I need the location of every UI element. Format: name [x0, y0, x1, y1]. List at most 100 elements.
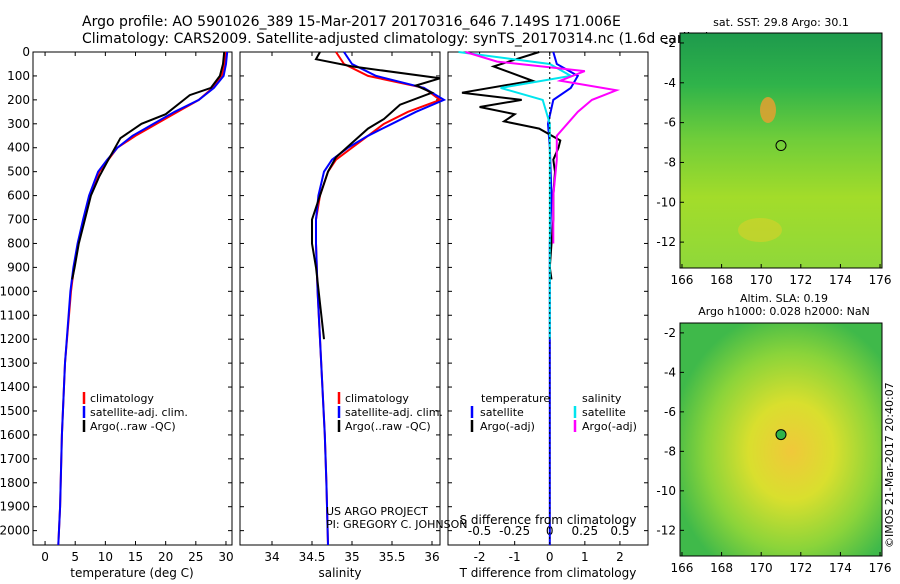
- s-tick-label: -0.25: [499, 524, 530, 538]
- y-tick-label: -10: [656, 484, 676, 498]
- y-tick-label: 500: [7, 165, 30, 179]
- x-tick-label: 35.5: [379, 550, 406, 564]
- legend-label-temp-satellite: satellite: [480, 406, 524, 419]
- x-tick-label: 166: [671, 273, 694, 287]
- legend-label-argo: Argo(..raw -QC): [345, 420, 431, 433]
- difference-panel-frame: [447, 51, 649, 546]
- x-tick-label: 166: [671, 561, 694, 575]
- header-line1: Argo profile: AO 5901026_389 15-Mar-2017…: [82, 14, 621, 30]
- difference-top-xlabel: S difference from climatology: [460, 513, 637, 527]
- x-tick-label: 36: [424, 550, 439, 564]
- salinity-axis-ticks: 34 34.5 35 35.5 36: [240, 51, 440, 564]
- x-tick-label: 168: [710, 561, 733, 575]
- y-tick-label: -2: [664, 36, 676, 50]
- difference-xlabel: T difference from climatology: [459, 566, 637, 580]
- x-tick-label: 30: [218, 550, 233, 564]
- sla-map-title-2: Argo h1000: 0.028 h2000: NaN: [698, 305, 870, 318]
- x-tick-label: 174: [829, 561, 852, 575]
- y-tick-label: -2: [664, 326, 676, 340]
- credit-project: US ARGO PROJECT: [326, 505, 428, 518]
- y-tick-label: 700: [7, 213, 30, 227]
- y-tick-label: 600: [7, 189, 30, 203]
- sla-map-title-1: Altim. SLA: 0.19: [740, 292, 828, 305]
- sst-map-title: sat. SST: 29.8 Argo: 30.1: [713, 16, 849, 29]
- y-tick-label: -12: [656, 235, 676, 249]
- x-tick-label: 176: [869, 273, 892, 287]
- legend-label-satellite: satellite-adj. clim.: [345, 406, 443, 419]
- series-line-temperature-satellite: [546, 51, 580, 545]
- argo-position-marker: [775, 429, 787, 441]
- x-tick-label: 174: [829, 273, 852, 287]
- y-tick-label: 0: [22, 45, 30, 59]
- legend-label-sal-satellite: satellite: [582, 406, 626, 419]
- y-tick-label: 1200: [0, 332, 30, 346]
- series-line-salinity-argo-adj-: [465, 51, 621, 244]
- x-tick-label: 170: [750, 273, 773, 287]
- difference-legend: temperature salinity satellite Argo(-adj…: [470, 392, 637, 433]
- series-line-salinity-satellite: [458, 51, 574, 340]
- x-tick-label: 10: [98, 550, 113, 564]
- y-tick-label: 300: [7, 117, 30, 131]
- y-tick-label: -8: [664, 155, 676, 169]
- x-tick-label: 1: [581, 550, 589, 564]
- credit-pi: PI: GREGORY C. JOHNSON: [326, 518, 467, 531]
- salinity-lines: [311, 51, 447, 546]
- y-tick-label: 1000: [0, 284, 30, 298]
- y-tick-label: 1600: [0, 428, 30, 442]
- legend-header-temperature: temperature: [481, 392, 550, 405]
- legend-label-satellite: satellite-adj. clim.: [90, 406, 188, 419]
- x-tick-label: -1: [509, 550, 521, 564]
- x-tick-label: 15: [128, 550, 143, 564]
- x-tick-label: 176: [869, 561, 892, 575]
- x-tick-label: 172: [789, 561, 812, 575]
- sst-warm-patch: [760, 97, 776, 123]
- sst-map-ticks: 166 168 170 172 174 176 -2 -4 -6 -8 -10 -12: [656, 36, 891, 287]
- legend-label-climatology: climatology: [90, 392, 154, 405]
- y-tick-label: 800: [7, 236, 30, 250]
- y-tick-label: 1500: [0, 404, 30, 418]
- y-tick-label: -4: [664, 76, 676, 90]
- temperature-lines: [57, 51, 229, 546]
- y-tick-label: 100: [7, 69, 30, 83]
- legend-label-argo: Argo(..raw -QC): [90, 420, 176, 433]
- s-tick-label: 0.5: [610, 524, 629, 538]
- x-tick-label: 20: [158, 550, 173, 564]
- difference-lines: [458, 51, 621, 545]
- x-tick-label: 170: [750, 561, 773, 575]
- sla-map-ticks: 166 168 170 172 174 176 -2 -4 -6 -8 -10 -12: [656, 326, 891, 575]
- y-tick-label: 200: [7, 93, 30, 107]
- x-tick-label: 5: [71, 550, 79, 564]
- argo-position-marker: [775, 140, 787, 152]
- y-tick-label: -4: [664, 365, 676, 379]
- salinity-legend: climatology satellite-adj. clim. Argo(..…: [337, 392, 443, 433]
- s-tick-label: -0.5: [468, 524, 491, 538]
- x-tick-label: 0: [41, 550, 49, 564]
- legend-header-salinity: salinity: [582, 392, 622, 405]
- temperature-panel-frame: [32, 51, 233, 546]
- header-line2: Climatology: CARS2009. Satellite-adjuste…: [82, 31, 710, 47]
- y-tick-label: 900: [7, 260, 30, 274]
- series-line-climatology: [315, 51, 443, 546]
- y-tick-label: 1400: [0, 380, 30, 394]
- legend-label-temp-argo: Argo(-adj): [480, 420, 535, 433]
- x-tick-label: 34.5: [299, 550, 326, 564]
- x-tick-label: 172: [789, 273, 812, 287]
- y-tick-label: -12: [656, 523, 676, 537]
- y-tick-label: -10: [656, 195, 676, 209]
- y-tick-label: 400: [7, 141, 30, 155]
- x-tick-label: 0: [546, 550, 554, 564]
- salinity-panel-frame: [239, 51, 441, 546]
- y-tick-label: 1100: [0, 308, 30, 322]
- temperature-xlabel: temperature (deg C): [70, 566, 193, 580]
- salinity-xlabel: salinity: [318, 566, 361, 580]
- y-tick-label: 2000: [0, 524, 30, 538]
- series-line-argo-raw-qc-: [311, 51, 441, 340]
- y-tick-label: 1700: [0, 452, 30, 466]
- temperature-axis-ticks: 0100200300400500600700800900100011001200…: [0, 45, 234, 564]
- y-tick-label: 1800: [0, 476, 30, 490]
- x-tick-label: 34: [264, 550, 279, 564]
- legend-label-climatology: climatology: [345, 392, 409, 405]
- y-tick-label: 1900: [0, 500, 30, 514]
